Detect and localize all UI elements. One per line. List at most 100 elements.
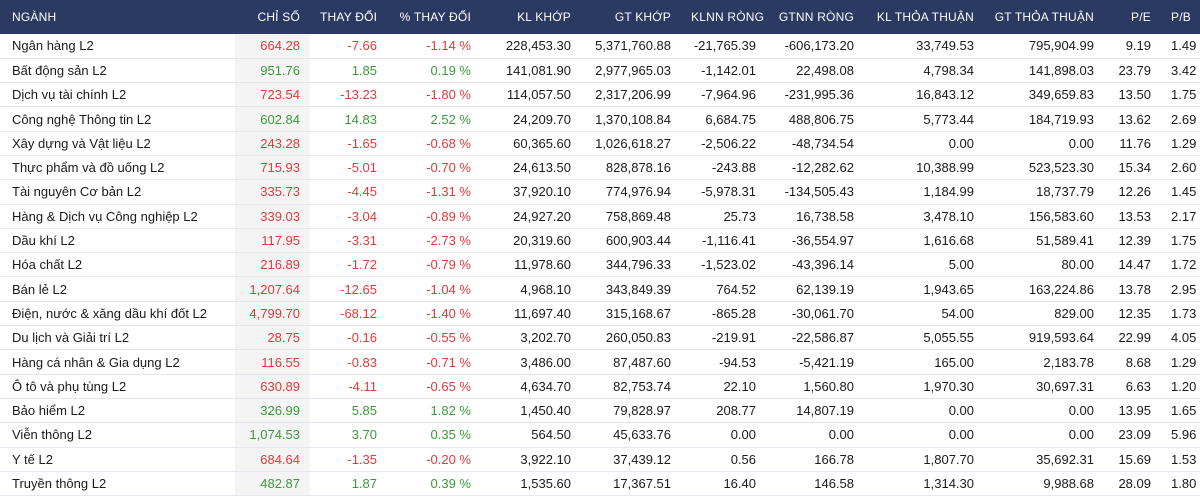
change-value: -4.11 (348, 378, 377, 394)
pb-value: 2.60 (1171, 160, 1197, 176)
gtnn-rong-value: 14,807.19 (796, 403, 854, 419)
index-value: 1,207.64 (235, 276, 310, 302)
gtnn-rong-value: -5,421.19 (799, 354, 854, 370)
sector-name[interactable]: Bất động sản L2 (12, 62, 107, 78)
klnn-rong-value: 0.00 (730, 427, 756, 443)
gtnn-rong-value: 62,139.19 (796, 281, 854, 297)
col-header-gt-thoa-thuan[interactable]: GT THỎA THUẬN (994, 10, 1094, 24)
kl-thoa-thuan-value: 10,388.99 (916, 160, 974, 176)
pct-change-value: -0.55 % (426, 330, 471, 346)
klnn-rong-value: 22.10 (723, 378, 756, 394)
kl-thoa-thuan-value: 1,314.30 (923, 475, 974, 491)
col-header-gtnn-rong[interactable]: GTNN RÒNG (778, 10, 854, 24)
gt-khop-value: 87,487.60 (613, 354, 671, 370)
col-header-chi-so[interactable]: CHỈ SỐ (257, 10, 300, 24)
table-row[interactable]: Y tế L2 684.64 -1.35 -0.20 % 3,922.10 37,439.… (0, 447, 1200, 472)
table-row[interactable]: Hóa chất L2 216.89 -1.72 -0.79 % 11,978.60 34… (0, 252, 1200, 277)
gtnn-rong-value: 488,806.75 (788, 111, 854, 127)
col-header-nganh[interactable]: NGÀNH (12, 10, 57, 24)
gt-khop-value: 828,878.16 (605, 160, 671, 176)
sector-name[interactable]: Hóa chất L2 (12, 257, 83, 273)
kl-khop-value: 24,613.50 (513, 160, 571, 176)
table-body: Ngân hàng L2 664.28 -7.66 -1.14 % 228,453.30… (0, 34, 1200, 496)
klnn-rong-value: -7,964.96 (701, 87, 756, 103)
col-header-kl-thoa-thuan[interactable]: KL THỎA THUẬN (876, 10, 974, 24)
col-header-kl-khop[interactable]: KL KHỚP (517, 10, 571, 24)
pb-value: 1.72 (1171, 257, 1197, 273)
sector-name[interactable]: Y tế L2 (12, 451, 53, 467)
pct-change-value: 0.19 % (430, 62, 471, 78)
gt-thoa-thuan-value: 0.00 (1068, 403, 1094, 419)
table-row[interactable]: Dầu khí L2 117.95 -3.31 -2.73 % 20,319.60 600… (0, 228, 1200, 253)
table-row[interactable]: Thực phẩm và đồ uống L2 715.93 -5.01 -0.70 … (0, 155, 1200, 180)
sector-name[interactable]: Bán lẻ L2 (12, 281, 67, 297)
pe-value: 12.39 (1118, 233, 1151, 249)
table-row[interactable]: Tài nguyên Cơ bản L2 335.73 -4.45 -1.31 % 37… (0, 179, 1200, 205)
pe-value: 13.50 (1118, 87, 1151, 103)
kl-thoa-thuan-value: 5,773.44 (923, 111, 974, 127)
pe-value: 13.62 (1118, 111, 1151, 127)
table-row[interactable]: Bán lẻ L2 1,207.64 -12.65 -1.04 % 4,968.10 34… (0, 276, 1200, 302)
sector-name[interactable]: Điện, nước & xăng dầu khí đốt L2 (12, 305, 208, 321)
index-value: 117.95 (235, 228, 310, 253)
sector-name[interactable]: Thực phẩm và đồ uống L2 (12, 160, 165, 176)
table-row[interactable]: Truyền thông L2 482.87 1.87 0.39 % 1,535.60 1… (0, 471, 1200, 496)
gt-thoa-thuan-value: 51,589.41 (1036, 233, 1094, 249)
sector-name[interactable]: Dịch vụ tài chính L2 (12, 87, 127, 103)
sector-name[interactable]: Bảo hiểm L2 (12, 403, 85, 419)
table-row[interactable]: Bất động sản L2 951.76 1.85 0.19 % 141,081.9… (0, 58, 1200, 83)
table-row[interactable]: Viễn thông L2 1,074.53 3.70 0.35 % 564.50 45,… (0, 422, 1200, 448)
sector-name[interactable]: Hàng & Dịch vụ Công nghiệp L2 (12, 208, 198, 224)
gt-khop-value: 1,370,108.84 (595, 111, 671, 127)
index-value: 602.84 (235, 106, 310, 132)
gt-thoa-thuan-value: 9,988.68 (1043, 475, 1094, 491)
kl-khop-value: 60,365.60 (513, 135, 571, 151)
change-value: -0.16 (347, 330, 377, 346)
gt-khop-value: 343,849.39 (605, 281, 671, 297)
col-header-klnn-rong[interactable]: KLNN RÒNG (691, 10, 765, 24)
sector-name[interactable]: Viễn thông L2 (12, 427, 92, 443)
pe-value: 8.68 (1125, 354, 1151, 370)
col-header-pct-thay-doi[interactable]: % THAY ĐỔI (399, 10, 471, 24)
table-row[interactable]: Du lịch và Giải trí L2 28.75 -0.16 -0.55 % 3… (0, 325, 1200, 350)
sector-name[interactable]: Hàng cá nhân & Gia dụng L2 (12, 354, 180, 370)
table-row[interactable]: Công nghệ Thông tin L2 602.84 14.83 2.52 % 2… (0, 106, 1200, 132)
col-header-pe[interactable]: P/E (1131, 10, 1151, 24)
gt-thoa-thuan-value: 0.00 (1068, 427, 1094, 443)
table-row[interactable]: Điện, nước & xăng dầu khí đốt L2 4,799.70… (0, 301, 1200, 326)
table-row[interactable]: Hàng cá nhân & Gia dụng L2 116.55 -0.83 -0.… (0, 349, 1200, 375)
kl-thoa-thuan-value: 5,055.55 (923, 330, 974, 346)
sector-name[interactable]: Tài nguyên Cơ bản L2 (12, 184, 142, 200)
pe-value: 13.53 (1118, 208, 1151, 224)
sector-name[interactable]: Xây dựng và Vật liệu L2 (12, 135, 151, 151)
table-row[interactable]: Ngân hàng L2 664.28 -7.66 -1.14 % 228,453.30… (0, 34, 1200, 59)
pct-change-value: 1.82 % (430, 403, 471, 419)
table-row[interactable]: Ô tô và phụ tùng L2 630.89 -4.11 -0.65 % 4,6… (0, 374, 1200, 399)
col-header-pb[interactable]: P/B (1171, 10, 1191, 24)
klnn-rong-value: -94.53 (719, 354, 756, 370)
pb-value: 2.69 (1171, 111, 1197, 127)
sector-name[interactable]: Truyền thông L2 (12, 475, 107, 491)
sector-name[interactable]: Công nghệ Thông tin L2 (12, 111, 152, 127)
table-row[interactable]: Bảo hiểm L2 326.99 5.85 1.82 % 1,450.40 79,82… (0, 398, 1200, 423)
kl-khop-value: 141,081.90 (505, 62, 571, 78)
pb-value: 4.05 (1171, 330, 1197, 346)
sector-name[interactable]: Dầu khí L2 (12, 233, 75, 249)
gtnn-rong-value: 0.00 (828, 427, 854, 443)
gt-thoa-thuan-value: 184,719.93 (1028, 111, 1094, 127)
change-value: 1.85 (351, 62, 377, 78)
sector-name[interactable]: Ngân hàng L2 (12, 38, 94, 54)
klnn-rong-value: -5,978.31 (701, 184, 756, 200)
sector-name[interactable]: Ô tô và phụ tùng L2 (12, 378, 127, 394)
col-header-gt-khop[interactable]: GT KHỚP (614, 10, 671, 24)
gt-thoa-thuan-value: 35,692.31 (1036, 451, 1094, 467)
sector-name[interactable]: Du lịch và Giải trí L2 (12, 330, 130, 346)
table-row[interactable]: Xây dựng và Vật liệu L2 243.28 -1.65 -0.68 … (0, 131, 1200, 156)
table-row[interactable]: Dịch vụ tài chính L2 723.54 -13.23 -1.80 % 1… (0, 82, 1200, 107)
col-header-thay-doi[interactable]: THAY ĐỔI (320, 10, 378, 24)
gt-thoa-thuan-value: 2,183.78 (1043, 354, 1094, 370)
gt-khop-value: 1,026,618.27 (595, 135, 671, 151)
table-row[interactable]: Hàng & Dịch vụ Công nghiệp L2 339.03 -3.04… (0, 204, 1200, 229)
index-value: 339.03 (235, 204, 310, 229)
change-value: -13.23 (340, 87, 377, 103)
